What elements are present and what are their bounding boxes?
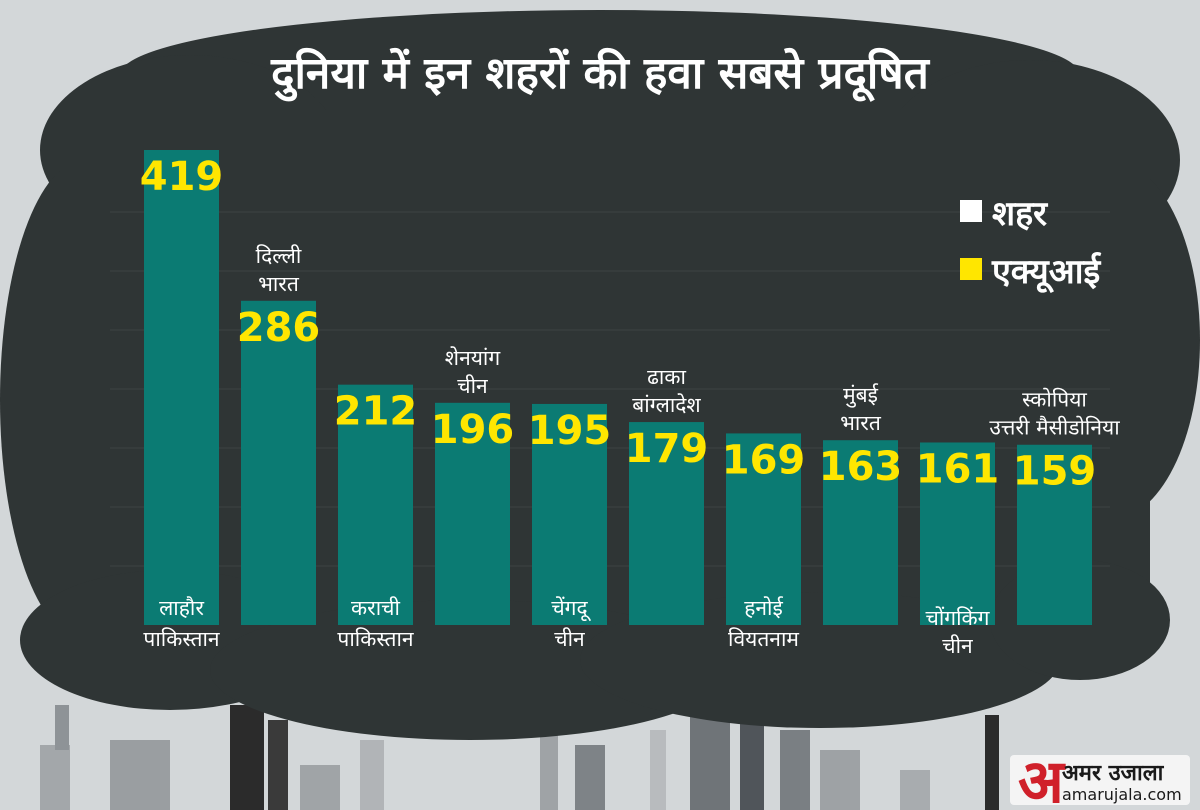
- value-label: 419: [140, 154, 224, 200]
- legend-swatch-city: [960, 200, 982, 222]
- city-label: हनोई: [744, 596, 784, 620]
- country-label: चीन: [457, 374, 488, 398]
- city-label: चोंगकिंग: [926, 606, 991, 630]
- city-label: चेंगदू: [551, 596, 591, 622]
- city-label: लाहौर: [159, 596, 204, 620]
- brand-name: अमर उजाला: [1062, 761, 1165, 786]
- city-label: ढाका: [647, 365, 686, 389]
- bar: [532, 403, 607, 625]
- country-label: भारत: [258, 272, 300, 296]
- city-label: दिल्ली: [256, 244, 302, 268]
- country-label: वियतनाम: [728, 627, 799, 651]
- brand-logo-letter: अ: [1018, 747, 1066, 810]
- value-label: 196: [431, 407, 515, 453]
- legend-label-city: शहर: [992, 194, 1048, 234]
- country-label: पाकिस्तान: [337, 627, 414, 651]
- value-label: 212: [334, 389, 418, 435]
- city-label: स्कोपिया: [1022, 388, 1087, 412]
- country-label: उत्तरी मैसीडोनिया: [989, 416, 1120, 440]
- bar: [1017, 444, 1092, 625]
- chart-title: दुनिया में इन शहरों की हवा सबसे प्रदूषित: [270, 47, 931, 102]
- bar: [726, 433, 801, 625]
- bar: [435, 402, 510, 625]
- country-label: चीन: [554, 627, 585, 651]
- legend: शहर एक्यूआई: [960, 194, 1102, 294]
- value-label: 169: [722, 437, 806, 483]
- bars: 419 लाहौर पाकिस्तान 286 दिल्ली भारत 212 कराची पा…: [140, 150, 1120, 658]
- bar: [920, 442, 995, 625]
- bar: [144, 150, 219, 625]
- country-label: भारत: [840, 411, 882, 435]
- brand-url: amarujala.com: [1062, 785, 1182, 804]
- country-label: पाकिस्तान: [143, 627, 220, 651]
- value-label: 179: [625, 426, 709, 472]
- brand-logo: अ अमर उजाला amarujala.com: [1010, 747, 1190, 810]
- value-label: 159: [1013, 449, 1097, 495]
- factory-skyline: [40, 705, 999, 810]
- value-label: 163: [819, 444, 903, 490]
- city-label: मुंबई: [843, 383, 879, 408]
- city-label: शेनयांग: [445, 346, 502, 370]
- value-label: 195: [528, 408, 612, 454]
- country-label: बांग्लादेश: [632, 393, 701, 417]
- value-label: 161: [916, 446, 1000, 492]
- bar: [241, 300, 316, 625]
- value-label: 286: [237, 305, 321, 351]
- bar: [338, 384, 413, 625]
- legend-label-aqi: एक्यूआई: [991, 251, 1102, 294]
- city-label: कराची: [351, 596, 400, 620]
- brand-plate: [1010, 755, 1190, 805]
- legend-swatch-aqi: [960, 258, 982, 280]
- bar: [629, 422, 704, 625]
- bar: [823, 440, 898, 625]
- country-label: चीन: [942, 634, 973, 658]
